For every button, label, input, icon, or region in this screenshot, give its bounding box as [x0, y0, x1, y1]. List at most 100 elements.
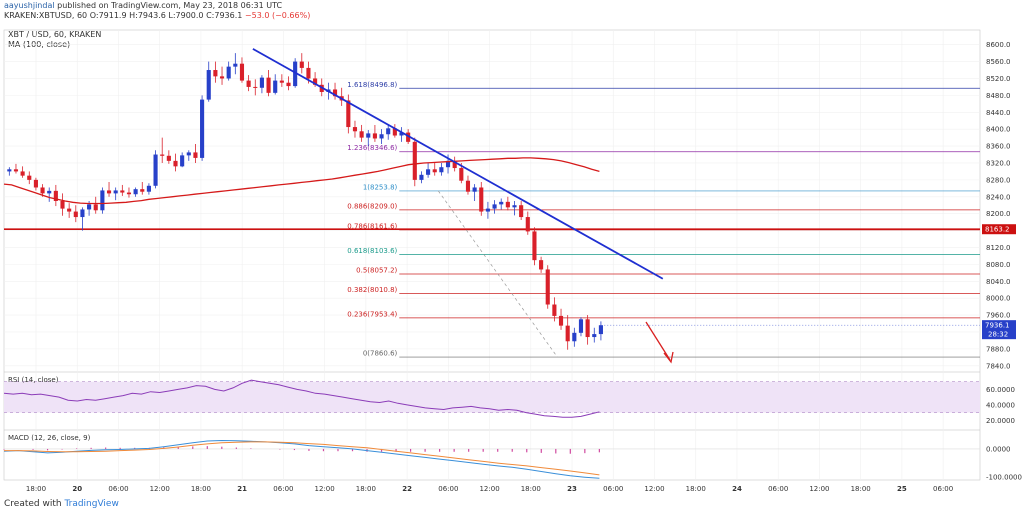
candle-body[interactable] — [233, 63, 238, 67]
candle-body[interactable] — [432, 169, 437, 173]
candle-body[interactable] — [472, 187, 477, 192]
candle-body[interactable] — [412, 141, 417, 180]
candle-body[interactable] — [193, 152, 198, 158]
candle-body[interactable] — [67, 208, 72, 212]
candle-body[interactable] — [246, 80, 251, 87]
candle-body[interactable] — [7, 169, 12, 172]
candle-body[interactable] — [93, 204, 98, 211]
candle-body[interactable] — [512, 205, 517, 208]
candle-body[interactable] — [426, 169, 431, 175]
candle-body[interactable] — [585, 319, 590, 338]
candle-body[interactable] — [519, 205, 524, 218]
candle-body[interactable] — [40, 187, 45, 194]
bearish-trendline[interactable] — [252, 48, 664, 280]
candle-body[interactable] — [166, 155, 171, 161]
candle-body[interactable] — [140, 189, 145, 192]
candle-body[interactable] — [226, 66, 231, 79]
candle-body[interactable] — [485, 208, 490, 212]
x-tick-label: 06:00 — [933, 485, 953, 493]
candle-body[interactable] — [173, 160, 178, 167]
candle-body[interactable] — [539, 260, 544, 270]
candle-body[interactable] — [399, 132, 404, 136]
candle-body[interactable] — [259, 77, 264, 88]
candle-body[interactable] — [525, 217, 530, 232]
candle-body[interactable] — [479, 187, 484, 212]
candle-body[interactable] — [186, 152, 191, 156]
candle-body[interactable] — [106, 190, 112, 194]
x-tick-label: 21 — [237, 485, 247, 493]
candle-body[interactable] — [592, 334, 597, 338]
candle-body[interactable] — [572, 332, 577, 342]
candle-body[interactable] — [27, 175, 32, 180]
candle-body[interactable] — [545, 269, 550, 305]
candle-body[interactable] — [299, 61, 304, 68]
candle-body[interactable] — [100, 190, 105, 211]
x-tick-label: 25 — [897, 485, 907, 493]
candle-body[interactable] — [239, 63, 245, 81]
candle-body[interactable] — [452, 160, 457, 169]
candle-body[interactable] — [558, 315, 564, 326]
candle-body[interactable] — [180, 155, 185, 167]
candle-body[interactable] — [60, 201, 65, 209]
candle-body[interactable] — [439, 167, 444, 173]
candle-body[interactable] — [126, 192, 132, 195]
candle-body[interactable] — [386, 128, 391, 135]
candle-body[interactable] — [73, 211, 78, 218]
candle-body[interactable] — [53, 190, 58, 201]
tradingview-logo[interactable]: TradingView — [64, 499, 119, 509]
fib-level-label: 1(8253.8) — [363, 183, 398, 191]
candle-body[interactable] — [273, 80, 278, 93]
candle-body[interactable] — [359, 131, 364, 138]
candle-body[interactable] — [445, 160, 451, 168]
symbol-label: KRAKEN:XBTUSD, 60 — [4, 11, 88, 20]
candle-body[interactable] — [532, 231, 537, 261]
candle-body[interactable] — [113, 190, 118, 194]
candle-body[interactable] — [598, 325, 603, 335]
rsi-tick-label: 20.0000 — [986, 417, 1015, 425]
candle-body[interactable] — [505, 201, 510, 208]
candle-body[interactable] — [20, 171, 25, 176]
candle-body[interactable] — [213, 70, 218, 77]
candle-body[interactable] — [332, 89, 338, 97]
candle-body[interactable] — [565, 325, 570, 342]
candle-body[interactable] — [379, 134, 384, 139]
candle-body[interactable] — [306, 67, 311, 79]
candle-body[interactable] — [346, 100, 351, 128]
candle-body[interactable] — [219, 76, 225, 79]
candle-body[interactable] — [120, 190, 125, 193]
candle-body[interactable] — [253, 86, 258, 88]
down-arrow-head-icon — [663, 351, 674, 364]
candle-body[interactable] — [13, 169, 19, 172]
candle-body[interactable] — [153, 154, 158, 186]
x-tick-label: 06:00 — [438, 485, 458, 493]
candle-body[interactable] — [286, 82, 291, 87]
candle-body[interactable] — [279, 80, 284, 83]
candle-body[interactable] — [392, 128, 397, 136]
candle-body[interactable] — [313, 78, 318, 85]
candle-body[interactable] — [465, 180, 471, 192]
candle-body[interactable] — [133, 189, 138, 195]
candle-body[interactable] — [200, 99, 205, 158]
legend-pair[interactable]: XBT / USD, 60, KRAKEN — [8, 30, 102, 39]
author-link[interactable]: aayushjindal — [4, 1, 55, 10]
candle-body[interactable] — [499, 201, 504, 205]
candle-body[interactable] — [352, 127, 358, 132]
candle-body[interactable] — [419, 174, 424, 180]
candle-body[interactable] — [33, 179, 38, 188]
candle-body[interactable] — [578, 319, 584, 333]
candle-body[interactable] — [80, 209, 85, 218]
candle-body[interactable] — [366, 133, 371, 138]
candle-body[interactable] — [459, 168, 464, 181]
candle-body[interactable] — [206, 70, 211, 100]
candle-body[interactable] — [293, 61, 298, 87]
candle-body[interactable] — [552, 304, 557, 316]
candle-body[interactable] — [146, 185, 151, 192]
candle-body[interactable] — [492, 204, 497, 209]
candle-body[interactable] — [266, 77, 271, 93]
candle-body[interactable] — [406, 132, 411, 142]
candle-body[interactable] — [87, 204, 92, 210]
candle-body[interactable] — [47, 190, 52, 194]
candle-body[interactable] — [372, 133, 377, 139]
candle-body[interactable] — [160, 154, 165, 156]
